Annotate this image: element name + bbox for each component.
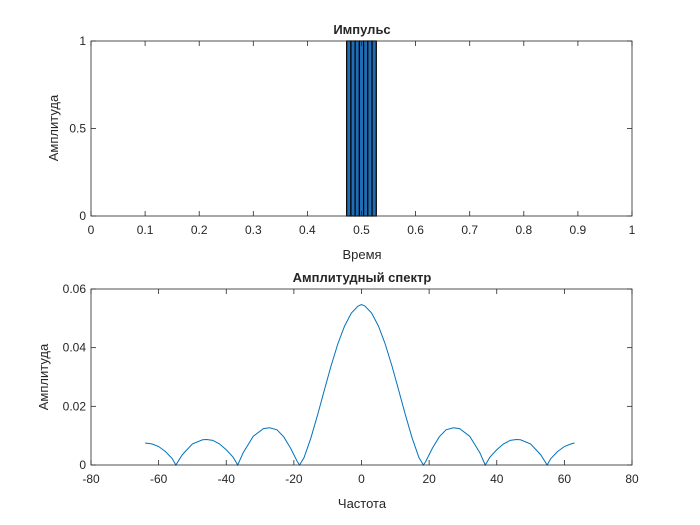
spectrum-x-tick-label: 60 <box>558 472 572 486</box>
pulse-x-tick-label: 0.4 <box>299 223 316 237</box>
pulse-x-label: Время <box>342 247 381 262</box>
spectrum-y-label: Амплитуда <box>36 343 51 410</box>
pulse-x-ticks: 0 0.1 0.2 0.3 0.4 0.5 0.6 0.7 0.8 0.9 1 <box>88 41 636 237</box>
pulse-x-tick-label: 0.7 <box>461 223 478 237</box>
spectrum-y-ticks: 0 0.02 0.04 0.06 <box>63 282 632 472</box>
spectrum-title: Амплитудный спектр <box>293 270 432 285</box>
spectrum-x-label: Частота <box>338 496 387 511</box>
spectrum-x-ticks: -80 -60 -40 -20 0 20 40 60 80 <box>82 289 639 486</box>
spectrum-y-tick-label: 0.06 <box>63 282 87 296</box>
spectrum-x-tick-label: -20 <box>285 472 303 486</box>
pulse-bar <box>371 40 377 217</box>
pulse-y-ticks: 00.51 <box>69 34 632 223</box>
pulse-title: Импульс <box>333 22 390 37</box>
spectrum-x-tick-label: 20 <box>422 472 436 486</box>
pulse-x-tick-label: 0.9 <box>570 223 587 237</box>
pulse-x-tick-label: 0 <box>88 223 95 237</box>
pulse-x-tick-label: 0.8 <box>515 223 532 237</box>
spectrum-y-tick-label: 0 <box>79 458 86 472</box>
pulse-bar <box>346 40 352 217</box>
spectrum-plot-area <box>91 289 632 465</box>
spectrum-x-tick-label: -80 <box>82 472 100 486</box>
pulse-x-tick-label: 0.2 <box>191 223 208 237</box>
pulse-bars <box>346 40 377 217</box>
pulse-y-label: Амплитуда <box>46 94 61 161</box>
pulse-x-tick-label: 0.5 <box>353 223 370 237</box>
spectrum-x-tick-label: 0 <box>358 472 365 486</box>
pulse-x-tick-label: 1 <box>629 223 636 237</box>
pulse-x-tick-label: 0.3 <box>245 223 262 237</box>
spectrum-chart: -80 -60 -40 -20 0 20 40 60 80 0 0.02 0.04 0.06 Ампл… <box>36 270 639 511</box>
spectrum-x-tick-label: -60 <box>150 472 168 486</box>
pulse-x-tick-label: 0.6 <box>407 223 424 237</box>
spectrum-y-tick-label: 0.04 <box>63 341 87 355</box>
pulse-y-tick-label: 0 <box>79 209 86 223</box>
pulse-x-tick-label: 0.1 <box>137 223 154 237</box>
pulse-y-tick-label: 1 <box>79 34 86 48</box>
pulse-chart: 0 0.1 0.2 0.3 0.4 0.5 0.6 0.7 0.8 0.9 1 00.51 Импу… <box>46 22 636 262</box>
spectrum-x-tick-label: 80 <box>625 472 639 486</box>
spectrum-x-tick-label: -40 <box>218 472 236 486</box>
spectrum-y-tick-label: 0.02 <box>63 399 87 413</box>
spectrum-line <box>145 304 575 467</box>
spectrum-x-tick-label: 40 <box>490 472 504 486</box>
pulse-y-tick-label: 0.5 <box>69 122 86 136</box>
